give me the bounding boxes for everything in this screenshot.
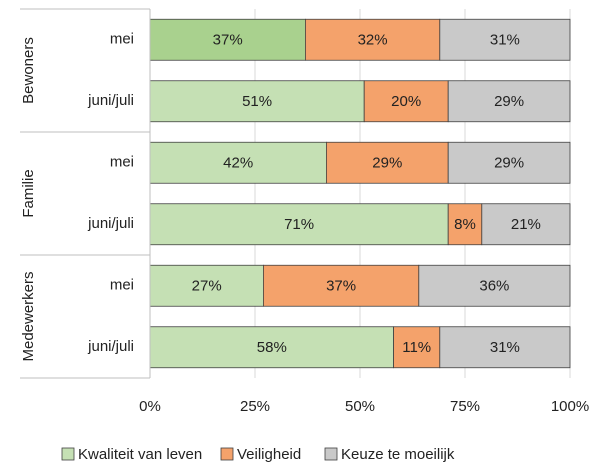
bar-segment bbox=[149, 80, 365, 123]
bar-segment bbox=[149, 326, 395, 369]
data-label: 42% bbox=[223, 155, 253, 172]
bar-segment bbox=[447, 203, 483, 246]
bar-segment bbox=[418, 264, 571, 307]
bar-segment bbox=[149, 203, 449, 246]
group-label: Bewoners bbox=[20, 37, 37, 104]
y-tick-label: mei bbox=[110, 277, 134, 294]
y-tick-label: juni/juli bbox=[87, 338, 134, 355]
data-label: 36% bbox=[479, 278, 509, 295]
legend-label: Keuze te moeilijk bbox=[341, 446, 455, 463]
bar-segment bbox=[262, 264, 420, 307]
y-tick-label: juni/juli bbox=[87, 215, 134, 232]
legend-label: Veiligheid bbox=[237, 446, 301, 463]
bar-segment bbox=[481, 203, 571, 246]
legend-label: Kwaliteit van leven bbox=[78, 446, 202, 463]
legend-swatch bbox=[61, 447, 75, 461]
bar-segment bbox=[439, 18, 571, 61]
group-label: Medewerkers bbox=[20, 271, 37, 361]
x-tick-label: 75% bbox=[450, 398, 480, 415]
bar-segment bbox=[439, 326, 571, 369]
legend-swatch bbox=[324, 447, 338, 461]
data-label: 29% bbox=[494, 155, 524, 172]
y-tick-label: mei bbox=[110, 31, 134, 48]
data-label: 27% bbox=[192, 278, 222, 295]
data-label: 29% bbox=[494, 93, 524, 110]
data-label: 51% bbox=[242, 93, 272, 110]
data-label: 32% bbox=[358, 32, 388, 49]
bar-segment bbox=[149, 18, 306, 61]
data-label: 21% bbox=[511, 216, 541, 233]
x-tick-label: 25% bbox=[240, 398, 270, 415]
data-label: 31% bbox=[490, 32, 520, 49]
bar-segment bbox=[447, 80, 571, 123]
data-label: 11% bbox=[402, 339, 431, 356]
data-label: 31% bbox=[490, 339, 520, 356]
bar-segment bbox=[363, 80, 449, 123]
data-label: 58% bbox=[257, 339, 287, 356]
bar-segment bbox=[447, 141, 571, 184]
y-tick-label: juni/juli bbox=[87, 92, 134, 109]
x-tick-label: 100% bbox=[551, 398, 589, 415]
group-label: Familie bbox=[20, 169, 37, 217]
data-label: 20% bbox=[391, 93, 421, 110]
bar-segment bbox=[304, 18, 441, 61]
x-tick-label: 0% bbox=[139, 398, 161, 415]
y-tick-label: mei bbox=[110, 154, 134, 171]
data-label: 8% bbox=[454, 216, 476, 233]
legend-swatch bbox=[220, 447, 234, 461]
bar-segment bbox=[149, 264, 264, 307]
data-label: 29% bbox=[372, 155, 402, 172]
data-label: 37% bbox=[326, 278, 356, 295]
data-label: 37% bbox=[213, 32, 243, 49]
x-tick-label: 50% bbox=[345, 398, 375, 415]
data-label: 71% bbox=[284, 216, 314, 233]
